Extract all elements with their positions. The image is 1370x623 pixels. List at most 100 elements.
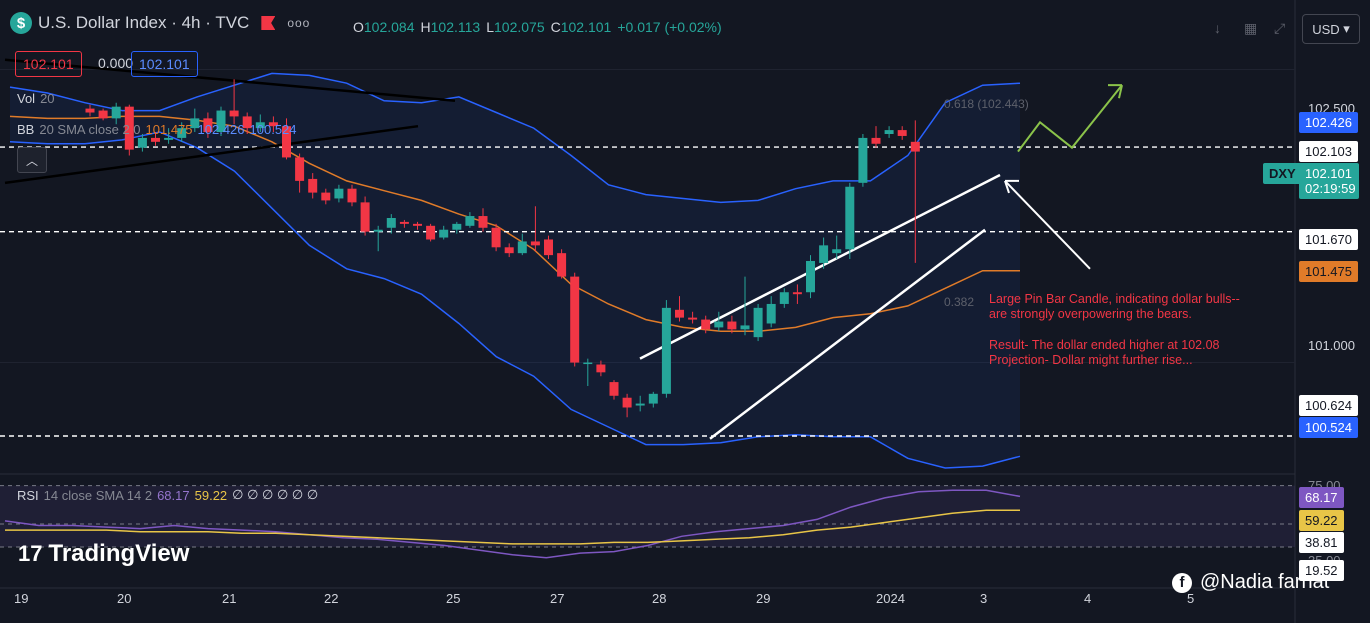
candle-body xyxy=(910,141,920,152)
bb-legend[interactable]: BB 20 SMA close 2 0 101.475 102.426 100.… xyxy=(17,122,297,137)
low-value: 102.075 xyxy=(494,19,545,35)
high-label: H xyxy=(420,19,431,35)
candle-body xyxy=(858,137,868,183)
rsi-ma-line xyxy=(5,509,1020,545)
time-tick: 2024 xyxy=(876,591,905,606)
time-tick: 28 xyxy=(652,591,667,606)
candle-body xyxy=(544,239,553,256)
change-value: +0.017 (+0.02%) xyxy=(617,19,722,35)
candle-body xyxy=(399,221,409,224)
annotation-line[interactable]: Projection- Dollar might further rise... xyxy=(989,353,1193,367)
candle-body xyxy=(98,110,108,119)
rsi-legend[interactable]: RSI 14 close SMA 14 2 68.17 59.22 ∅ ∅ ∅ … xyxy=(17,487,318,503)
candle-body xyxy=(439,229,449,238)
rsi-ma-legend-value: 59.22 xyxy=(194,487,228,503)
credit-text: @Nadia farhat xyxy=(1200,571,1330,593)
price-tick: 101.000 xyxy=(1308,338,1355,353)
collapse-legend-button[interactable]: ︿ xyxy=(17,147,47,173)
candle-body xyxy=(753,307,763,338)
rsi-legend-value: 68.17 xyxy=(157,487,190,503)
candle-body xyxy=(648,393,658,404)
annotation-arrow xyxy=(1004,180,1091,270)
candle-body xyxy=(727,321,737,330)
flag-icon[interactable] xyxy=(261,16,276,30)
currency-select[interactable]: USD ▾ xyxy=(1302,14,1360,44)
chart-header: $ U.S. Dollar Index · 4h · TVC ooo xyxy=(10,12,310,34)
candle-body xyxy=(491,227,501,248)
ohlc-values: O102.084 H102.113 L102.075 C102.101 +0.0… xyxy=(353,19,722,35)
bb-upper-value: 102.426 xyxy=(197,122,245,137)
fib-level-label: 0.382 xyxy=(944,295,975,309)
candle-body xyxy=(661,307,671,394)
candle-body xyxy=(334,188,344,199)
rsi-line xyxy=(4,489,1021,559)
bb-lower-value: 100.524 xyxy=(249,122,297,137)
candle-body xyxy=(675,309,684,318)
candle-body xyxy=(465,216,475,226)
bb-params: 20 SMA close 2 0 xyxy=(39,122,141,137)
annotation-line[interactable]: Result- The dollar ended higher at 102.0… xyxy=(989,338,1220,352)
candle-body xyxy=(622,397,632,408)
time-tick: 5 xyxy=(1187,591,1195,606)
fullscreen-icon[interactable]: ⤢ xyxy=(1274,20,1286,36)
candle-body xyxy=(740,325,750,330)
candles xyxy=(85,79,920,418)
bar-countdown: 02:19:59 xyxy=(1305,181,1356,196)
candle-body xyxy=(85,108,95,113)
low-label: L xyxy=(486,19,494,35)
bb-upper-line xyxy=(9,72,1021,204)
rsi-ma-tag: 59.22 xyxy=(1299,510,1344,531)
vol-name: Vol xyxy=(17,91,36,106)
trendline xyxy=(4,58,456,103)
projection-arrow xyxy=(1017,84,1123,153)
bb-fill xyxy=(10,73,1020,469)
bb-lower-tag: 100.524 xyxy=(1299,417,1358,438)
candle-body xyxy=(701,319,711,330)
grid-icon[interactable]: ▦ xyxy=(1244,20,1258,36)
candle-body xyxy=(845,186,855,250)
rsi-level-tag: 38.81 xyxy=(1299,532,1344,553)
candle-body xyxy=(635,403,645,406)
candle-body xyxy=(268,122,278,127)
candle-body xyxy=(203,118,213,133)
trendline xyxy=(4,124,419,185)
bb-basis-value: 101.475 xyxy=(145,122,193,137)
bb-name: BB xyxy=(17,122,35,137)
candle-body xyxy=(177,128,187,138)
rsi-band xyxy=(0,485,1295,547)
candle-body xyxy=(819,245,829,263)
download-icon[interactable]: ↓ xyxy=(1214,20,1221,36)
annotation-line[interactable]: Large Pin Bar Candle, indicating dollar … xyxy=(989,292,1240,306)
volume-legend[interactable]: Vol 20 xyxy=(17,91,55,106)
candle-body xyxy=(570,276,580,363)
sell-price-button[interactable]: 102.101 xyxy=(15,51,82,77)
time-tick: 4 xyxy=(1084,591,1092,606)
candle-body xyxy=(190,118,200,129)
candle-body xyxy=(478,216,488,228)
candle-body xyxy=(242,116,252,129)
spread-value: 0.000 xyxy=(98,55,134,71)
chevron-up-icon: ︿ xyxy=(25,153,38,168)
candle-body xyxy=(766,303,776,324)
open-label: O xyxy=(353,19,364,35)
candle-body xyxy=(229,110,239,117)
rsi-extra-values: ∅ ∅ ∅ ∅ ∅ ∅ xyxy=(232,487,319,502)
close-value: 102.101 xyxy=(560,19,612,35)
bb-lower-line xyxy=(9,131,1021,469)
candle-body xyxy=(884,130,894,134)
candle-body xyxy=(596,364,606,373)
bb-upper-tag: 102.426 xyxy=(1299,112,1358,133)
candle-body xyxy=(282,126,291,158)
symbol-title[interactable]: U.S. Dollar Index · 4h · TVC xyxy=(38,13,250,32)
annotation-line[interactable]: are strongly overpowering the bears. xyxy=(989,307,1192,321)
candle-body xyxy=(137,137,147,148)
candle-body xyxy=(413,223,422,226)
more-icon[interactable]: ooo xyxy=(287,16,311,30)
candle-body xyxy=(321,192,331,201)
level-tag: 100.624 xyxy=(1299,395,1358,416)
candle-body xyxy=(871,137,881,144)
grid xyxy=(0,0,1296,623)
buy-price-button[interactable]: 102.101 xyxy=(131,51,198,77)
drawings xyxy=(4,58,1123,440)
